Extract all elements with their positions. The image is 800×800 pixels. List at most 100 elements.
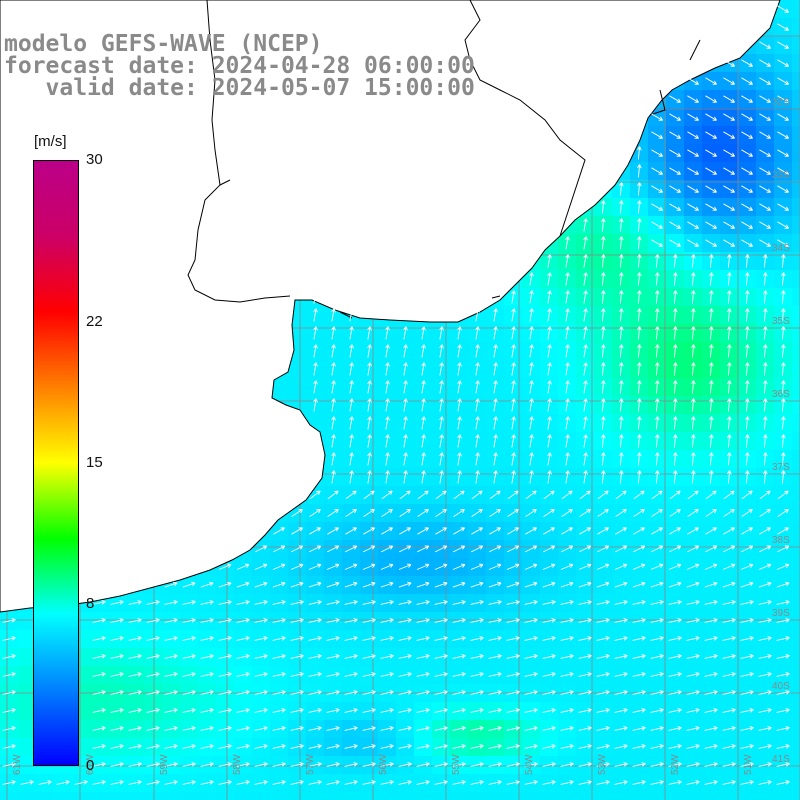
wind-arrow	[758, 636, 772, 641]
wind-arrow	[777, 185, 789, 193]
wind-arrow	[236, 600, 250, 605]
wind-arrow	[673, 308, 678, 322]
wind-arrow	[601, 398, 606, 412]
wind-arrow	[560, 672, 574, 677]
wind-arrow	[128, 726, 142, 731]
speed-cell	[792, 486, 800, 505]
wind-arrow	[367, 434, 372, 448]
wind-arrow	[385, 416, 390, 430]
wind-arrow	[741, 527, 753, 535]
wind-arrow	[691, 452, 696, 466]
speed-cell	[792, 414, 800, 433]
wind-arrow	[633, 508, 645, 517]
wind-arrow	[524, 762, 538, 767]
wind-arrow	[344, 618, 358, 623]
wind-arrow	[704, 636, 718, 641]
wind-arrow	[493, 398, 498, 412]
wind-arrow	[722, 672, 736, 677]
wind-arrow	[439, 452, 444, 466]
wind-arrow	[578, 600, 592, 605]
wind-arrow	[344, 780, 358, 785]
wind-arrow	[416, 636, 430, 641]
speed-cell	[792, 396, 800, 415]
wind-arrow	[367, 470, 372, 484]
wind-arrow	[596, 545, 610, 553]
wind-arrow	[741, 77, 753, 85]
wind-arrow	[272, 581, 286, 588]
wind-arrow	[777, 203, 789, 211]
wind-arrow	[416, 600, 430, 605]
wind-arrow	[309, 490, 321, 500]
latitude-label: 38S	[772, 535, 790, 546]
wind-arrow	[614, 545, 628, 553]
wind-arrow	[146, 672, 160, 677]
wind-arrow	[218, 762, 232, 767]
wind-arrow	[218, 581, 232, 588]
wind-arrow	[669, 95, 681, 103]
speed-cell	[702, 792, 721, 800]
speed-cell	[792, 360, 800, 379]
wind-arrow	[416, 690, 430, 695]
wind-arrow	[601, 326, 606, 340]
wind-arrow	[493, 452, 498, 466]
wind-arrow	[741, 185, 753, 193]
wind-arrow	[326, 563, 340, 570]
speed-cell	[792, 18, 800, 37]
wind-arrow	[506, 581, 520, 588]
wind-arrow	[691, 272, 696, 286]
wind-arrow	[740, 654, 754, 659]
wind-arrow	[236, 708, 250, 713]
wind-arrow	[722, 726, 736, 731]
wind-arrow	[745, 398, 750, 412]
wind-arrow	[398, 581, 412, 588]
wind-arrow	[579, 490, 591, 500]
wind-arrow	[475, 344, 480, 358]
wind-arrow	[727, 380, 732, 394]
wind-arrow	[583, 272, 588, 286]
wind-arrow	[655, 308, 660, 322]
wind-arrow	[470, 600, 484, 605]
wind-arrow	[560, 780, 574, 785]
wind-arrow	[547, 434, 552, 448]
wind-arrow	[650, 744, 664, 749]
wind-arrow	[759, 185, 771, 193]
wind-arrow	[723, 167, 735, 175]
wind-arrow	[128, 654, 142, 659]
wind-arrow	[529, 416, 534, 430]
wind-arrow	[704, 690, 718, 695]
wind-arrow	[547, 380, 552, 394]
wind-arrow	[452, 600, 466, 605]
axis-labels: 32S 33S 34S 35S 36S 37S 38S 39S 40S 41S 61W 60W 59W 5…	[12, 97, 790, 775]
wind-arrow	[547, 398, 552, 412]
wind-arrow	[398, 762, 412, 767]
wind-arrow	[727, 290, 732, 304]
wind-arrow	[272, 690, 286, 695]
wind-arrow	[668, 618, 682, 623]
wind-arrow	[421, 344, 426, 358]
wind-arrow	[578, 672, 592, 677]
wind-arrow	[128, 600, 142, 605]
wind-arrow	[687, 167, 699, 175]
wind-arrow	[565, 470, 570, 484]
wind-arrow	[290, 563, 304, 570]
speed-cell	[108, 792, 127, 800]
wind-arrow	[691, 326, 696, 340]
wind-arrow	[740, 545, 754, 553]
wind-arrow	[488, 744, 502, 749]
wind-arrow	[218, 563, 232, 570]
wind-arrow	[705, 221, 717, 229]
wind-arrow	[596, 636, 610, 641]
wind-arrow	[637, 182, 642, 196]
latitude-label: 33S	[772, 170, 790, 181]
wind-arrow	[92, 618, 106, 623]
wind-arrow	[632, 726, 646, 731]
wind-arrow	[182, 762, 196, 767]
speed-cell	[774, 792, 793, 800]
wind-arrow	[507, 527, 519, 535]
wind-arrow	[506, 780, 520, 785]
wind-arrow	[777, 221, 789, 229]
wind-arrow	[344, 654, 358, 659]
speed-cell	[792, 522, 800, 541]
wind-arrow	[272, 744, 286, 749]
wind-arrow	[547, 326, 552, 340]
